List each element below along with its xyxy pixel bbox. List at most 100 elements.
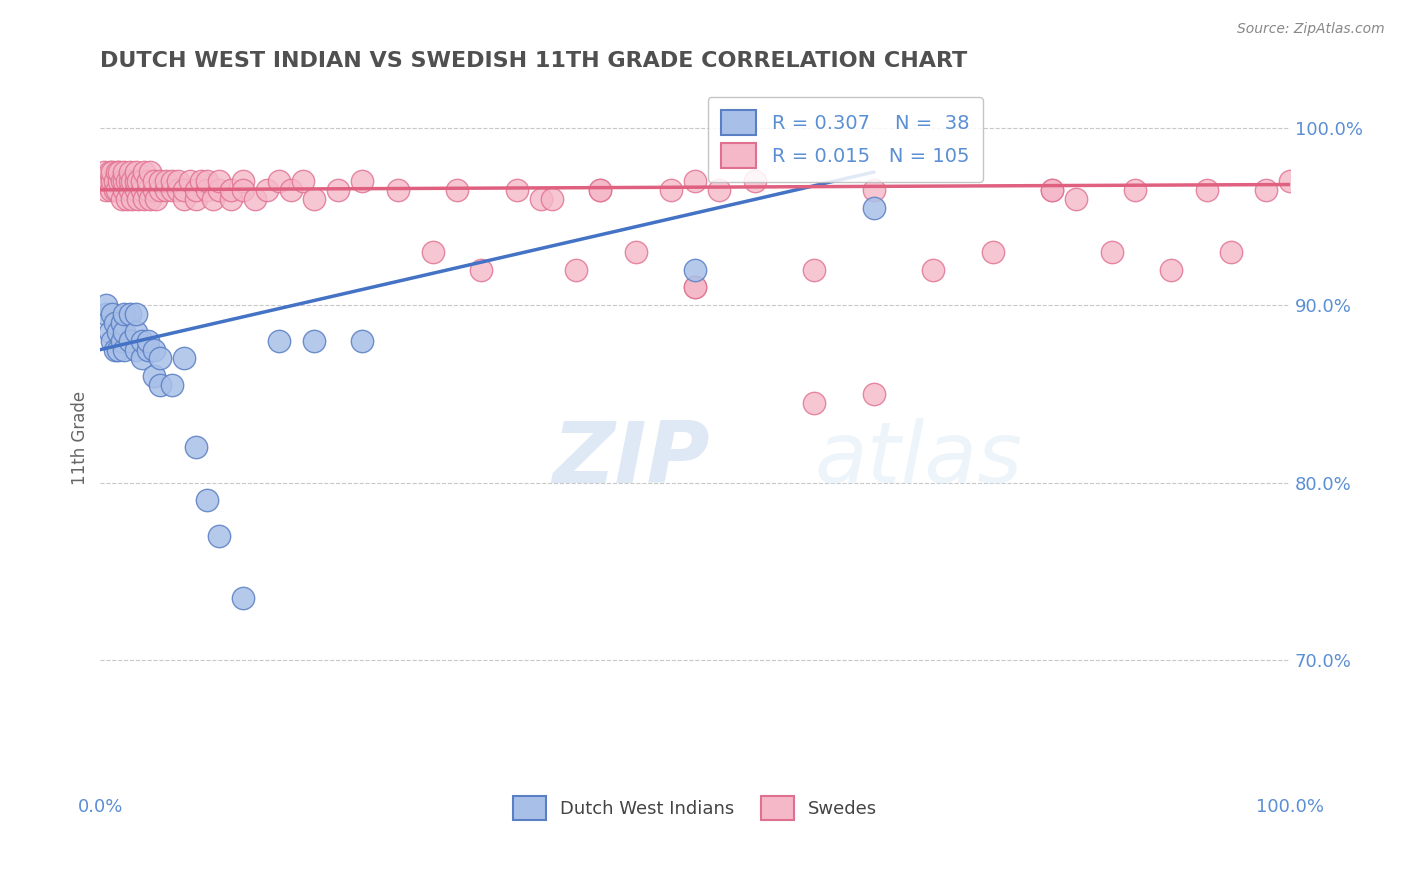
Point (96, 183, 118, 197)
Point (304, 192, 326, 206)
Point (108, 174, 131, 188)
Point (1219, 244, 1241, 259)
Point (111, 192, 134, 206)
Point (1125, 183, 1147, 197)
Point (589, 183, 612, 197)
Text: DUTCH WEST INDIAN VS SWEDISH 11TH GRADE CORRELATION CHART: DUTCH WEST INDIAN VS SWEDISH 11TH GRADE … (100, 51, 967, 70)
Point (1064, 192, 1087, 206)
Point (120, 307, 142, 321)
Point (1160, 262, 1182, 277)
Text: atlas: atlas (814, 418, 1022, 501)
Point (145, 192, 167, 206)
Point (506, 183, 529, 197)
Point (1040, 183, 1063, 197)
Point (922, 262, 945, 277)
Point (173, 192, 195, 206)
Point (1256, 183, 1278, 197)
Point (1279, 174, 1302, 188)
Point (111, 334, 134, 348)
Point (304, 334, 326, 348)
Point (208, 529, 231, 543)
Point (149, 183, 172, 197)
Point (136, 343, 159, 357)
Point (112, 343, 135, 357)
Point (387, 183, 409, 197)
Point (173, 351, 195, 366)
Point (280, 183, 302, 197)
Y-axis label: 11th Grade: 11th Grade (72, 392, 89, 485)
Point (155, 174, 177, 188)
Point (104, 316, 127, 330)
Point (683, 280, 706, 294)
Point (352, 334, 374, 348)
Point (131, 174, 153, 188)
Point (256, 183, 278, 197)
Point (149, 351, 172, 366)
Point (97, 174, 120, 188)
Point (232, 591, 254, 606)
Point (541, 192, 564, 206)
Point (125, 325, 148, 339)
Point (101, 174, 124, 188)
Point (101, 334, 124, 348)
Point (134, 165, 156, 179)
Point (470, 262, 492, 277)
Point (219, 192, 242, 206)
Point (267, 334, 290, 348)
Point (197, 493, 219, 508)
Point (105, 165, 128, 179)
Point (661, 183, 683, 197)
Point (291, 174, 314, 188)
Point (125, 174, 148, 188)
Point (98, 325, 121, 339)
Point (862, 201, 884, 215)
Point (101, 307, 124, 321)
Point (120, 183, 142, 197)
Point (131, 351, 153, 366)
Point (107, 343, 129, 357)
Point (160, 174, 183, 188)
Point (112, 307, 135, 321)
Point (328, 183, 350, 197)
Point (190, 174, 212, 188)
Text: ZIP: ZIP (553, 418, 710, 501)
Point (101, 165, 124, 179)
Point (707, 183, 730, 197)
Point (120, 334, 142, 348)
Point (142, 343, 165, 357)
Point (155, 183, 177, 197)
Point (565, 262, 588, 277)
Point (803, 262, 825, 277)
Point (127, 192, 149, 206)
Point (93, 165, 115, 179)
Point (166, 183, 188, 197)
Text: Source: ZipAtlas.com: Source: ZipAtlas.com (1237, 22, 1385, 37)
Point (862, 387, 884, 401)
Point (446, 183, 468, 197)
Point (219, 183, 242, 197)
Point (125, 307, 148, 321)
Point (142, 183, 165, 197)
Point (142, 369, 165, 384)
Point (232, 174, 254, 188)
Point (127, 174, 149, 188)
Point (160, 183, 183, 197)
Point (981, 244, 1004, 259)
Point (184, 440, 207, 454)
Point (112, 325, 135, 339)
Point (136, 183, 159, 197)
Point (115, 174, 138, 188)
Point (184, 192, 207, 206)
Point (202, 192, 225, 206)
Point (104, 174, 127, 188)
Point (149, 378, 172, 392)
Point (111, 174, 134, 188)
Point (197, 174, 219, 188)
Point (683, 280, 706, 294)
Point (112, 165, 135, 179)
Point (243, 192, 266, 206)
Point (208, 183, 231, 197)
Point (173, 183, 195, 197)
Point (136, 174, 159, 188)
Point (139, 192, 162, 206)
